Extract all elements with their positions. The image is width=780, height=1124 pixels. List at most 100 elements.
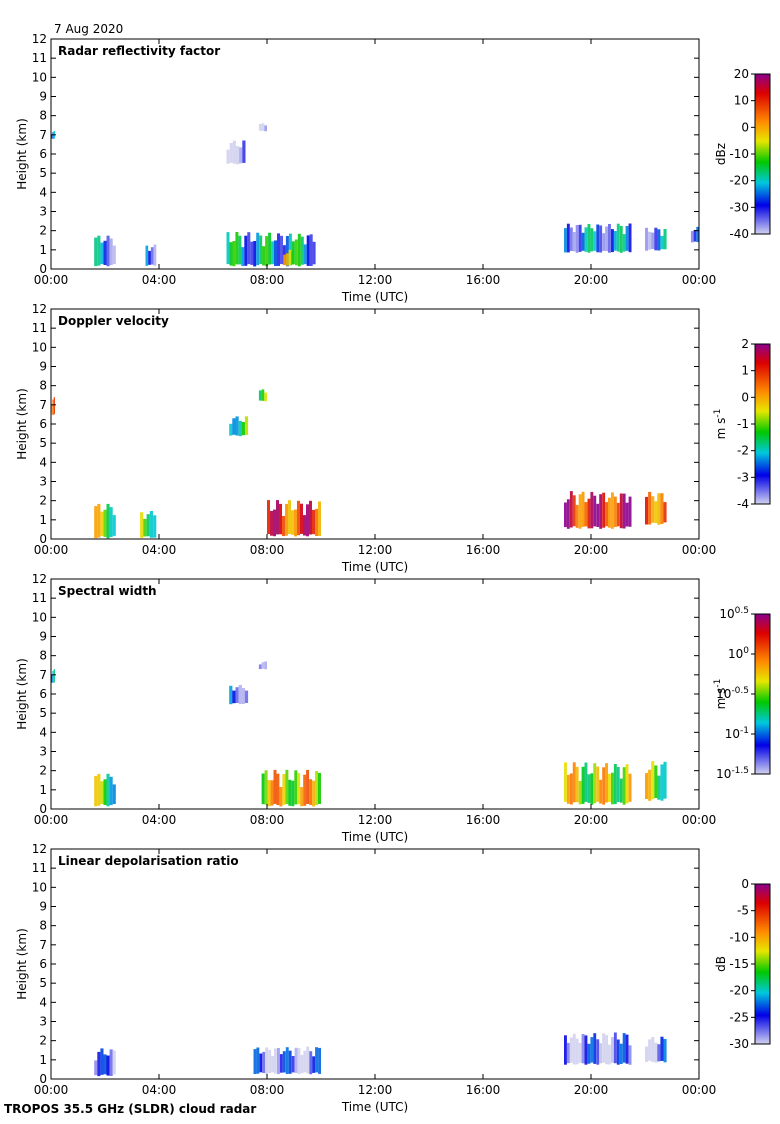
echo-strip (232, 140, 236, 164)
echo-strip (229, 242, 233, 266)
y-tick-label: 0 (39, 262, 47, 276)
echo-strip (602, 1033, 606, 1063)
echo-strip (100, 1048, 104, 1075)
echo-strip (619, 225, 623, 253)
x-tick-label: 12:00 (358, 543, 393, 557)
colorbar (754, 613, 771, 775)
echo-strip (256, 1047, 260, 1074)
echo-strip (226, 149, 230, 164)
echo-strip (279, 503, 282, 535)
echo-strip (146, 514, 150, 537)
echo-strip (599, 1043, 603, 1064)
echo-strip (651, 761, 655, 800)
x-tick-label: 16:00 (466, 813, 501, 827)
colorbar-tick-label: 0 (741, 390, 749, 404)
colorbar (754, 73, 771, 235)
x-tick-label: 00:00 (34, 1083, 69, 1097)
echo-strip (581, 232, 585, 251)
echo-strip (94, 506, 98, 539)
colorbar-tick-label: 0 (741, 120, 749, 134)
echo-strip (52, 132, 54, 139)
echo-strip (294, 509, 297, 537)
echo-strip (660, 1036, 664, 1061)
echo-strip (593, 1033, 597, 1064)
y-tick-label: 1 (39, 243, 47, 257)
echo-strip (602, 233, 606, 251)
y-axis-label: Height (km) (15, 928, 29, 999)
echo-strip (590, 773, 594, 805)
echo-strip (608, 1044, 611, 1065)
echo-layer (51, 123, 699, 267)
echo-strip (616, 1039, 620, 1065)
echo-strip (584, 227, 588, 252)
colorbar-tick-label: -40 (729, 227, 749, 241)
x-tick-label: 12:00 (358, 1083, 393, 1097)
echo-strip (291, 510, 294, 535)
y-tick-label: 4 (39, 455, 47, 469)
echo-strip (97, 1051, 101, 1077)
echo-strip (262, 1051, 266, 1074)
echo-strip (312, 780, 316, 807)
echo-strip (654, 501, 658, 524)
echo-strip (564, 502, 567, 528)
echo-strip (306, 1046, 310, 1074)
colorbar-tick-label: -4 (737, 497, 749, 511)
echo-strip (94, 237, 98, 267)
echo-strip (51, 404, 53, 415)
echo-strip (613, 496, 617, 528)
echo-strip (264, 125, 267, 132)
echo-strip (232, 241, 236, 267)
echo-strip (581, 1034, 585, 1064)
echo-strip (267, 780, 271, 807)
echo-strip (297, 773, 301, 805)
echo-strip (587, 774, 591, 803)
y-tick-label: 1 (39, 783, 47, 797)
unit-exponent: -1 (713, 409, 723, 418)
echo-strip (106, 773, 110, 807)
echo-strip (628, 496, 632, 527)
colorbar (754, 343, 771, 505)
echo-strip (657, 1044, 661, 1062)
echo-strip (569, 773, 573, 805)
echo-strip (584, 762, 588, 802)
echo-strip (145, 245, 149, 266)
x-tick-label: 04:00 (142, 543, 177, 557)
echo-strip (645, 227, 649, 251)
echo-strip (242, 140, 246, 163)
echo-strip (616, 223, 620, 252)
echo-strip (258, 664, 262, 670)
tick-exponent: -0.5 (731, 686, 749, 696)
echo-strip (279, 1054, 283, 1073)
echo-strip (306, 769, 310, 804)
echo-strip (97, 773, 101, 806)
y-tick-label: 6 (39, 417, 47, 431)
echo-strip (109, 776, 113, 806)
echo-strip (312, 1056, 316, 1073)
echo-strip (52, 399, 54, 416)
echo-strip (300, 1054, 304, 1074)
echo-strip (103, 240, 107, 265)
colorbar-label: dB (714, 956, 728, 972)
echo-strip (654, 765, 658, 798)
y-tick-label: 11 (32, 321, 47, 335)
echo-strip (569, 491, 573, 528)
echo-strip (578, 1042, 582, 1063)
echo-strip (616, 767, 620, 802)
y-tick-label: 1 (39, 513, 47, 527)
echo-strip (645, 773, 649, 799)
colorbar-tick-label: 10-1 (725, 726, 749, 741)
echo-strip (575, 225, 579, 253)
y-tick-label: 6 (39, 687, 47, 701)
echo-strip (226, 232, 230, 265)
echo-strip (584, 502, 588, 527)
echo-strip (235, 687, 239, 703)
echo-strip (566, 1042, 570, 1064)
echo-strip (291, 780, 295, 807)
y-tick-label: 12 (32, 572, 47, 586)
x-tick-label: 12:00 (358, 273, 393, 287)
echo-strip (241, 688, 245, 704)
echo-strip (97, 503, 101, 538)
y-tick-label: 8 (39, 379, 47, 393)
echo-strip (282, 1051, 286, 1073)
